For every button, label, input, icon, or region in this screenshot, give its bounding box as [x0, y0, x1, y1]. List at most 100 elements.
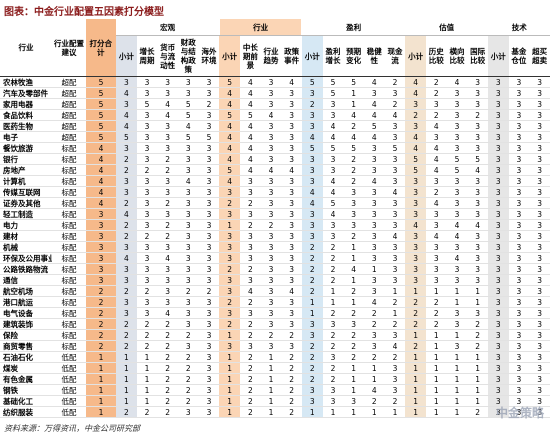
table-cell: 3: [260, 296, 282, 308]
table-cell: 4: [405, 131, 426, 143]
table-cell: 低配: [52, 351, 86, 363]
table-cell: 3: [508, 186, 530, 198]
table-cell: 2: [363, 318, 385, 330]
table-cell: 3: [529, 175, 550, 187]
table-cell: 3: [508, 219, 530, 231]
table-cell: 1: [219, 219, 240, 231]
table-cell: 3: [343, 318, 364, 330]
industry-name: 港口航运: [0, 296, 52, 308]
table-cell: 标配: [52, 329, 86, 341]
table-cell: 3: [116, 263, 137, 275]
table-cell: 3: [281, 219, 302, 231]
table-cell: 4: [116, 87, 137, 99]
table-cell: 3: [177, 406, 199, 418]
table-row: 电子 超配 5 5 3 3 5 5 4 4 3 3 4 4 4 4 3 4 3 3 3 3 3 3: [0, 131, 550, 143]
table-row: 计算机 标配 4 3 3 3 4 3 4 3 3 3 3 4 2 4 3 3 3 3 3 3 3 3: [0, 175, 550, 187]
table-cell: 4: [363, 131, 385, 143]
table-cell: 3: [529, 230, 550, 242]
table-cell: 3: [260, 175, 282, 187]
table-cell: 3: [198, 274, 220, 286]
table-cell: 3: [198, 329, 220, 341]
industry-name: 农林牧渔: [0, 76, 52, 88]
table-cell: 3: [363, 197, 385, 209]
industry-name: 家用电器: [0, 98, 52, 110]
table-cell: 2: [136, 318, 158, 330]
table-cell: 3: [508, 362, 530, 374]
table-cell: 3: [425, 274, 447, 286]
table-cell: 2: [425, 186, 447, 198]
table-cell: 3: [260, 252, 282, 264]
table-cell: 3: [198, 76, 220, 88]
table-cell: 4: [363, 384, 385, 396]
table-cell: 3: [363, 285, 385, 297]
table-cell: 2: [467, 406, 488, 418]
table-cell: 3: [198, 406, 220, 418]
table-cell: 4: [219, 131, 240, 143]
table-cell: 3: [487, 98, 509, 110]
table-cell: 1: [467, 362, 488, 374]
industry-name: 公路铁路物流: [0, 263, 52, 275]
table-cell: 4: [116, 252, 137, 264]
table-cell: 3: [487, 274, 509, 286]
table-cell: 2: [467, 109, 488, 121]
table-cell: 5: [86, 76, 116, 88]
table-cell: 3: [281, 98, 302, 110]
table-cell: 4: [446, 230, 468, 242]
table-cell: 3: [281, 296, 302, 308]
table-cell: 5: [198, 131, 220, 143]
table-cell: 4: [446, 252, 468, 264]
table-cell: 4: [219, 175, 240, 187]
table-cell: 3: [529, 362, 550, 374]
table-cell: 4: [384, 230, 406, 242]
table-cell: 4: [157, 98, 178, 110]
table-cell: 4: [425, 197, 447, 209]
table-cell: 3: [508, 142, 530, 154]
table-cell: 3: [487, 197, 509, 209]
table-cell: 4: [467, 164, 488, 176]
table-cell: 2: [405, 296, 426, 308]
table-cell: 4: [343, 109, 364, 121]
table-cell: 4: [384, 340, 406, 352]
table-cell: 3: [157, 241, 178, 253]
table-cell: 3: [260, 274, 282, 286]
table-cell: 5: [384, 142, 406, 154]
table-cell: 3: [425, 263, 447, 275]
table-cell: 1: [86, 362, 116, 374]
table-cell: 5: [343, 142, 364, 154]
table-cell: 4: [343, 263, 364, 275]
table-row: 传媒互联网 标配 4 3 3 3 3 3 3 3 3 3 4 4 3 3 4 3 2 3 3 3 3 3: [0, 186, 550, 198]
table-cell: 标配: [52, 318, 86, 330]
table-cell: 4: [281, 76, 302, 88]
table-cell: 1: [136, 351, 158, 363]
table-cell: 4: [425, 164, 447, 176]
industry-name: 纺织服装: [0, 406, 52, 418]
table-cell: 1: [343, 87, 364, 99]
table-cell: 2: [467, 329, 488, 341]
table-cell: 3: [198, 296, 220, 308]
table-cell: 3: [301, 318, 323, 330]
table-cell: 1: [86, 384, 116, 396]
table-cell: 5: [86, 131, 116, 143]
table-cell: 3: [508, 120, 530, 132]
table-cell: 4: [322, 208, 344, 220]
table-cell: 2: [384, 395, 406, 407]
table-cell: 3: [343, 219, 364, 231]
table-cell: 3: [446, 87, 468, 99]
table-cell: 标配: [52, 186, 86, 198]
group-header: 技术: [487, 19, 550, 36]
table-row: 港口航运 标配 2 3 3 3 3 3 2 2 3 3 1 1 1 4 2 2 2 1 1 3 3 3: [0, 296, 550, 308]
table-cell: 3: [281, 120, 302, 132]
table-cell: 3: [136, 109, 158, 121]
table-cell: 1: [343, 406, 364, 418]
table-cell: 3: [86, 252, 116, 264]
table-cell: 4: [425, 153, 447, 165]
table-cell: 1: [467, 395, 488, 407]
table-cell: 3: [177, 142, 199, 154]
table-cell: 1: [260, 384, 282, 396]
table-cell: 3: [301, 175, 323, 187]
table-cell: 3: [198, 318, 220, 330]
table-cell: 1: [116, 351, 137, 363]
table-cell: 3: [219, 241, 240, 253]
table-cell: 1: [260, 373, 282, 385]
